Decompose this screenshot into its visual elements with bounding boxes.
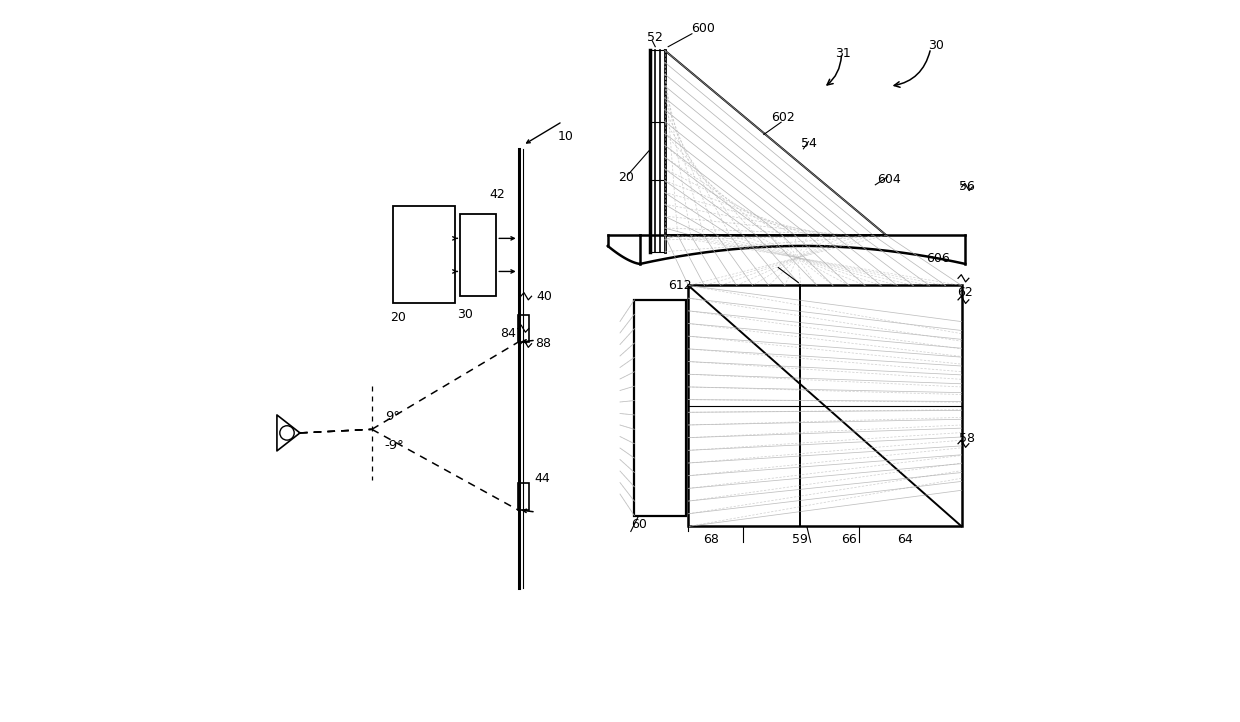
Text: 44: 44 [534,472,551,485]
Text: 60: 60 [631,518,647,531]
Text: 20: 20 [618,171,634,184]
Text: 88: 88 [534,337,551,350]
Text: 31: 31 [835,47,851,60]
Text: 66: 66 [841,533,857,546]
Bar [688,285,962,526]
Text: 602: 602 [771,111,795,124]
Text: 20: 20 [391,311,407,324]
Text: 42: 42 [490,188,506,201]
Text: 54: 54 [801,137,817,150]
Text: 56: 56 [960,180,976,193]
Text: 68: 68 [703,533,719,546]
Text: 84: 84 [500,327,516,340]
Text: 59: 59 [792,533,807,546]
Bar [635,300,686,516]
Text: 606: 606 [926,253,950,266]
Text: 58: 58 [959,432,975,445]
Bar [393,206,455,303]
Text: 604: 604 [877,173,901,186]
Text: 62: 62 [957,286,973,299]
Bar [460,214,496,296]
Text: 30: 30 [458,308,474,321]
Text: 52: 52 [646,31,662,44]
Text: 9°: 9° [384,410,399,423]
Text: 10: 10 [558,130,574,143]
Bar [518,315,529,342]
Text: -9°: -9° [384,439,404,452]
Text: 30: 30 [929,40,945,53]
Text: 600: 600 [691,22,714,35]
Text: 40: 40 [537,290,552,303]
Text: 612: 612 [668,279,692,292]
Text: 64: 64 [897,533,913,546]
Bar [518,482,529,510]
